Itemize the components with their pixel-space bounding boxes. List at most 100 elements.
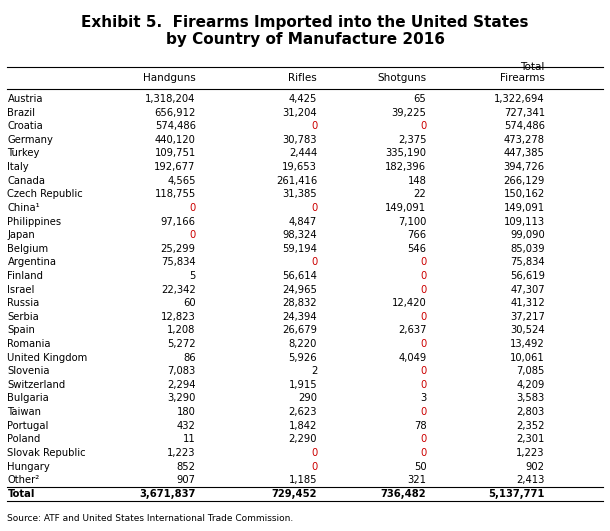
Text: 736,482: 736,482 xyxy=(381,489,426,499)
Text: 118,755: 118,755 xyxy=(154,190,196,199)
Text: 30,524: 30,524 xyxy=(510,326,545,336)
Text: 1,842: 1,842 xyxy=(289,421,317,431)
Text: 0: 0 xyxy=(311,448,317,458)
Text: 766: 766 xyxy=(407,230,426,240)
Text: Philippines: Philippines xyxy=(7,217,62,227)
Text: 4,209: 4,209 xyxy=(517,380,545,390)
Text: 7,100: 7,100 xyxy=(398,217,426,227)
Text: 0: 0 xyxy=(311,121,317,131)
Text: 0: 0 xyxy=(420,271,426,281)
Text: 2,375: 2,375 xyxy=(398,135,426,145)
Text: 0: 0 xyxy=(190,230,196,240)
Text: Italy: Italy xyxy=(7,162,29,172)
Text: 729,452: 729,452 xyxy=(271,489,317,499)
Text: 39,225: 39,225 xyxy=(392,108,426,118)
Text: 10,061: 10,061 xyxy=(510,353,545,363)
Text: Source: ATF and United States International Trade Commission.: Source: ATF and United States Internatio… xyxy=(7,514,293,523)
Text: 182,396: 182,396 xyxy=(386,162,426,172)
Text: 56,619: 56,619 xyxy=(510,271,545,281)
Text: Slovak Republic: Slovak Republic xyxy=(7,448,86,458)
Text: 1,223: 1,223 xyxy=(516,448,545,458)
Text: 447,385: 447,385 xyxy=(504,149,545,158)
Text: 0: 0 xyxy=(420,339,426,349)
Text: 109,113: 109,113 xyxy=(504,217,545,227)
Text: 98,324: 98,324 xyxy=(282,230,317,240)
Text: 2,352: 2,352 xyxy=(516,421,545,431)
Text: 2,294: 2,294 xyxy=(167,380,196,390)
Text: 2,290: 2,290 xyxy=(289,434,317,444)
Text: Belgium: Belgium xyxy=(7,244,49,254)
Text: Exhibit 5.  Firearms Imported into the United States
by Country of Manufacture 2: Exhibit 5. Firearms Imported into the Un… xyxy=(81,14,529,47)
Text: Germany: Germany xyxy=(7,135,53,145)
Text: 335,190: 335,190 xyxy=(386,149,426,158)
Text: 2: 2 xyxy=(310,366,317,376)
Text: 78: 78 xyxy=(414,421,426,431)
Text: 50: 50 xyxy=(414,461,426,472)
Text: 290: 290 xyxy=(298,393,317,404)
Text: Spain: Spain xyxy=(7,326,35,336)
Text: 440,120: 440,120 xyxy=(155,135,196,145)
Text: 546: 546 xyxy=(407,244,426,254)
Text: 0: 0 xyxy=(420,366,426,376)
Text: 394,726: 394,726 xyxy=(504,162,545,172)
Text: 4,049: 4,049 xyxy=(398,353,426,363)
Text: Total
Firearms: Total Firearms xyxy=(500,62,545,83)
Text: 2,413: 2,413 xyxy=(517,475,545,485)
Text: Slovenia: Slovenia xyxy=(7,366,50,376)
Text: 75,834: 75,834 xyxy=(510,258,545,268)
Text: 11: 11 xyxy=(183,434,196,444)
Text: 99,090: 99,090 xyxy=(510,230,545,240)
Text: 1,322,694: 1,322,694 xyxy=(494,94,545,104)
Text: Argentina: Argentina xyxy=(7,258,57,268)
Text: 56,614: 56,614 xyxy=(282,271,317,281)
Text: 0: 0 xyxy=(190,203,196,213)
Text: 31,385: 31,385 xyxy=(282,190,317,199)
Text: 473,278: 473,278 xyxy=(504,135,545,145)
Text: 19,653: 19,653 xyxy=(282,162,317,172)
Text: 28,832: 28,832 xyxy=(282,298,317,308)
Text: 8,220: 8,220 xyxy=(289,339,317,349)
Text: 902: 902 xyxy=(526,461,545,472)
Text: 12,420: 12,420 xyxy=(392,298,426,308)
Text: 4,565: 4,565 xyxy=(167,176,196,186)
Text: United Kingdom: United Kingdom xyxy=(7,353,88,363)
Text: 26,679: 26,679 xyxy=(282,326,317,336)
Text: 0: 0 xyxy=(311,461,317,472)
Text: Poland: Poland xyxy=(7,434,41,444)
Text: Rifles: Rifles xyxy=(289,73,317,83)
Text: Russia: Russia xyxy=(7,298,40,308)
Text: 3,583: 3,583 xyxy=(517,393,545,404)
Text: 2,623: 2,623 xyxy=(289,407,317,417)
Text: 3,290: 3,290 xyxy=(167,393,196,404)
Text: 2,637: 2,637 xyxy=(398,326,426,336)
Text: 4,847: 4,847 xyxy=(289,217,317,227)
Text: 0: 0 xyxy=(311,203,317,213)
Text: Hungary: Hungary xyxy=(7,461,50,472)
Text: 907: 907 xyxy=(177,475,196,485)
Text: Total: Total xyxy=(7,489,35,499)
Text: 2,444: 2,444 xyxy=(289,149,317,158)
Text: 3,671,837: 3,671,837 xyxy=(139,489,196,499)
Text: Finland: Finland xyxy=(7,271,43,281)
Text: 4,425: 4,425 xyxy=(289,94,317,104)
Text: 59,194: 59,194 xyxy=(282,244,317,254)
Text: 574,486: 574,486 xyxy=(504,121,545,131)
Text: 432: 432 xyxy=(177,421,196,431)
Text: 5,137,771: 5,137,771 xyxy=(489,489,545,499)
Text: 41,312: 41,312 xyxy=(510,298,545,308)
Text: 149,091: 149,091 xyxy=(386,203,426,213)
Text: 0: 0 xyxy=(420,434,426,444)
Text: 7,083: 7,083 xyxy=(168,366,196,376)
Text: Japan: Japan xyxy=(7,230,35,240)
Text: 31,204: 31,204 xyxy=(282,108,317,118)
Text: Taiwan: Taiwan xyxy=(7,407,41,417)
Text: 1,223: 1,223 xyxy=(167,448,196,458)
Text: 148: 148 xyxy=(407,176,426,186)
Text: China¹: China¹ xyxy=(7,203,40,213)
Text: 24,394: 24,394 xyxy=(282,312,317,322)
Text: 85,039: 85,039 xyxy=(510,244,545,254)
Text: 5,272: 5,272 xyxy=(167,339,196,349)
Text: 852: 852 xyxy=(177,461,196,472)
Text: 86: 86 xyxy=(183,353,196,363)
Text: 0: 0 xyxy=(420,121,426,131)
